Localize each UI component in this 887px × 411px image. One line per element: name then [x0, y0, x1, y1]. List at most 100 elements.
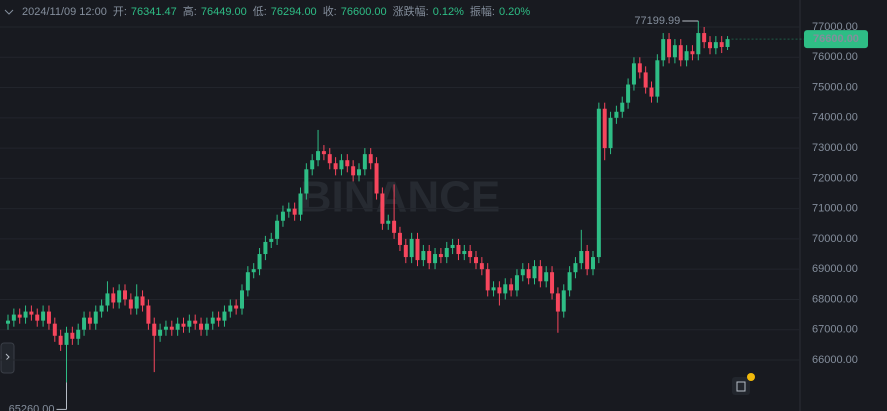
- header-value: 76449.00: [201, 6, 247, 18]
- header-time: 2024/11/09 12:00: [22, 6, 107, 18]
- candle-body: [438, 254, 443, 258]
- candle-body: [29, 311, 34, 315]
- candle-body: [491, 287, 496, 291]
- last-price-tag: [804, 30, 868, 49]
- candle-body: [152, 323, 157, 336]
- y-tick-label: 68000.00: [812, 293, 858, 305]
- candle-body: [409, 238, 414, 258]
- min-marker-label: 65260.00: [9, 403, 55, 411]
- candle-body: [602, 108, 607, 149]
- candle-body: [614, 111, 619, 118]
- candle-body: [667, 39, 672, 58]
- candle-body: [427, 251, 432, 264]
- candle-body: [397, 232, 402, 245]
- candle-body: [713, 42, 718, 49]
- collapse-icon[interactable]: [4, 9, 14, 15]
- candle-body: [99, 305, 104, 312]
- candle-body: [520, 269, 525, 276]
- candle-body: [93, 311, 98, 324]
- candle-body: [345, 160, 350, 167]
- header-label: 开:: [113, 6, 127, 18]
- candle-body: [140, 296, 145, 306]
- candle-body: [117, 290, 122, 303]
- indicator-button[interactable]: [732, 373, 755, 395]
- y-tick-label: 67000.00: [812, 324, 858, 336]
- candle-body: [41, 311, 46, 321]
- header-value: 0.12%: [433, 6, 464, 18]
- candle-body: [655, 60, 660, 97]
- candle-body: [708, 42, 712, 49]
- candle-body: [725, 39, 730, 47]
- candle-body: [526, 269, 531, 279]
- candle-body: [497, 287, 502, 294]
- candle-body: [70, 332, 75, 339]
- candle-body: [76, 329, 81, 339]
- candle-body: [421, 251, 426, 261]
- candle-body: [637, 63, 642, 73]
- candle-body: [123, 290, 127, 300]
- candle-body: [485, 269, 490, 291]
- candle-body: [17, 314, 22, 318]
- candle-body: [87, 317, 92, 324]
- candle-body: [444, 247, 449, 258]
- candle-body: [433, 254, 438, 264]
- candle-body: [251, 269, 256, 273]
- max-marker-label: 77199.99: [634, 15, 680, 27]
- candle-body: [503, 284, 508, 294]
- candle-body: [169, 326, 174, 330]
- candle-body: [380, 193, 385, 224]
- candle-body: [321, 151, 326, 155]
- candle-body: [532, 266, 537, 279]
- candle-body: [58, 335, 63, 345]
- candle-body: [357, 169, 361, 176]
- candle-body: [719, 42, 724, 47]
- candle-body: [702, 33, 707, 43]
- candle-body: [105, 293, 110, 306]
- candle-body: [222, 311, 227, 321]
- candle-body: [158, 329, 163, 336]
- candle-body: [82, 317, 87, 330]
- y-tick-label: 75000.00: [812, 81, 858, 93]
- candle-body: [286, 208, 291, 212]
- candle-body: [240, 290, 244, 309]
- candle-body: [199, 323, 204, 330]
- candle-body: [649, 87, 654, 97]
- candle-body: [544, 272, 549, 282]
- candle-body: [555, 293, 560, 312]
- y-tick-label: 72000.00: [812, 172, 858, 184]
- header-value: 76600.00: [341, 6, 387, 18]
- candle-body: [46, 311, 51, 324]
- candle-body: [403, 244, 408, 258]
- candle-body: [52, 323, 57, 336]
- candle-body: [462, 251, 467, 255]
- candle-body: [514, 275, 519, 291]
- candle-body: [672, 45, 677, 58]
- candle-body: [362, 154, 367, 170]
- candle-body: [228, 305, 233, 312]
- candle-body: [304, 169, 309, 194]
- expand-button[interactable]: [0, 342, 15, 374]
- y-tick-label: 76000.00: [812, 51, 858, 63]
- candle-body: [111, 293, 116, 303]
- last-price-label: 76600.00: [813, 33, 859, 45]
- candle-body: [128, 299, 133, 309]
- header-label: 收:: [323, 4, 337, 18]
- candle-body: [643, 72, 648, 88]
- candle-body: [479, 263, 484, 270]
- candle-body: [474, 257, 478, 264]
- candle-body: [468, 251, 473, 258]
- candle-body: [204, 323, 209, 330]
- candle-body: [269, 238, 274, 242]
- y-tick-label: 73000.00: [812, 142, 858, 154]
- header-value: 76341.47: [131, 6, 177, 18]
- candle-body: [392, 220, 397, 233]
- candle-body: [450, 244, 455, 248]
- candle-body: [631, 63, 636, 85]
- candle-body: [64, 332, 69, 345]
- y-tick-label: 70000.00: [812, 233, 858, 245]
- candle-body: [146, 305, 151, 324]
- candle-body: [181, 323, 186, 327]
- header-value: 76294.00: [271, 6, 317, 18]
- candle-body: [292, 208, 297, 215]
